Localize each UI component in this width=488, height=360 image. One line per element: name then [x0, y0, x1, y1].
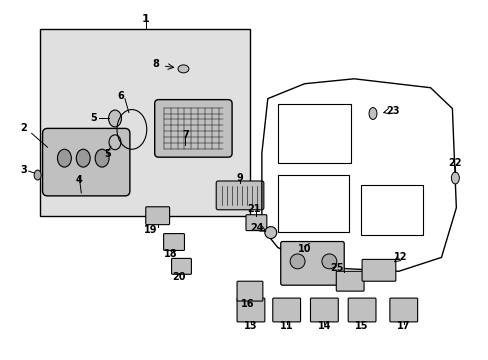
Text: 6: 6: [117, 91, 124, 101]
FancyBboxPatch shape: [171, 258, 191, 274]
Ellipse shape: [76, 149, 90, 167]
Ellipse shape: [109, 135, 121, 150]
Text: 9: 9: [236, 173, 243, 183]
Text: 23: 23: [386, 105, 399, 116]
Text: 22: 22: [447, 158, 461, 168]
FancyBboxPatch shape: [361, 260, 395, 281]
Ellipse shape: [264, 227, 276, 239]
FancyBboxPatch shape: [336, 271, 364, 291]
FancyBboxPatch shape: [389, 298, 417, 322]
Text: 2: 2: [20, 123, 27, 134]
Text: 14: 14: [317, 321, 330, 331]
FancyBboxPatch shape: [216, 181, 264, 210]
Text: 10: 10: [297, 244, 311, 255]
Ellipse shape: [368, 108, 376, 120]
FancyBboxPatch shape: [237, 298, 264, 322]
FancyBboxPatch shape: [310, 298, 338, 322]
Bar: [360, 185, 422, 235]
Ellipse shape: [289, 254, 305, 269]
FancyBboxPatch shape: [163, 234, 184, 251]
Ellipse shape: [34, 170, 41, 180]
Bar: [40, 29, 249, 216]
Text: 18: 18: [163, 249, 177, 260]
FancyBboxPatch shape: [347, 298, 375, 322]
Text: 21: 21: [246, 204, 260, 214]
Ellipse shape: [95, 149, 109, 167]
Text: 16: 16: [241, 299, 254, 309]
FancyBboxPatch shape: [245, 215, 266, 231]
FancyBboxPatch shape: [280, 242, 344, 285]
Text: 20: 20: [171, 272, 185, 282]
Text: 5: 5: [104, 149, 111, 159]
Text: 8: 8: [152, 59, 159, 69]
Text: 15: 15: [355, 321, 368, 331]
Ellipse shape: [57, 149, 71, 167]
Text: 24: 24: [250, 222, 263, 233]
Text: 19: 19: [143, 225, 157, 235]
Text: 25: 25: [330, 263, 344, 273]
Text: 12: 12: [393, 252, 407, 262]
Text: 7: 7: [182, 130, 188, 140]
FancyBboxPatch shape: [42, 129, 130, 196]
Bar: [277, 104, 350, 163]
Text: 13: 13: [244, 321, 257, 331]
Bar: [277, 175, 348, 231]
Text: 3: 3: [20, 165, 27, 175]
FancyBboxPatch shape: [237, 281, 263, 301]
Text: 4: 4: [76, 175, 82, 185]
Ellipse shape: [108, 110, 121, 127]
Ellipse shape: [321, 254, 336, 269]
FancyBboxPatch shape: [272, 298, 300, 322]
FancyBboxPatch shape: [154, 100, 232, 157]
Ellipse shape: [450, 172, 458, 184]
Text: 17: 17: [396, 321, 409, 331]
Text: 5: 5: [90, 113, 96, 123]
Text: 11: 11: [279, 321, 293, 331]
FancyBboxPatch shape: [145, 207, 169, 225]
Text: 1: 1: [142, 14, 149, 24]
Ellipse shape: [178, 65, 188, 73]
